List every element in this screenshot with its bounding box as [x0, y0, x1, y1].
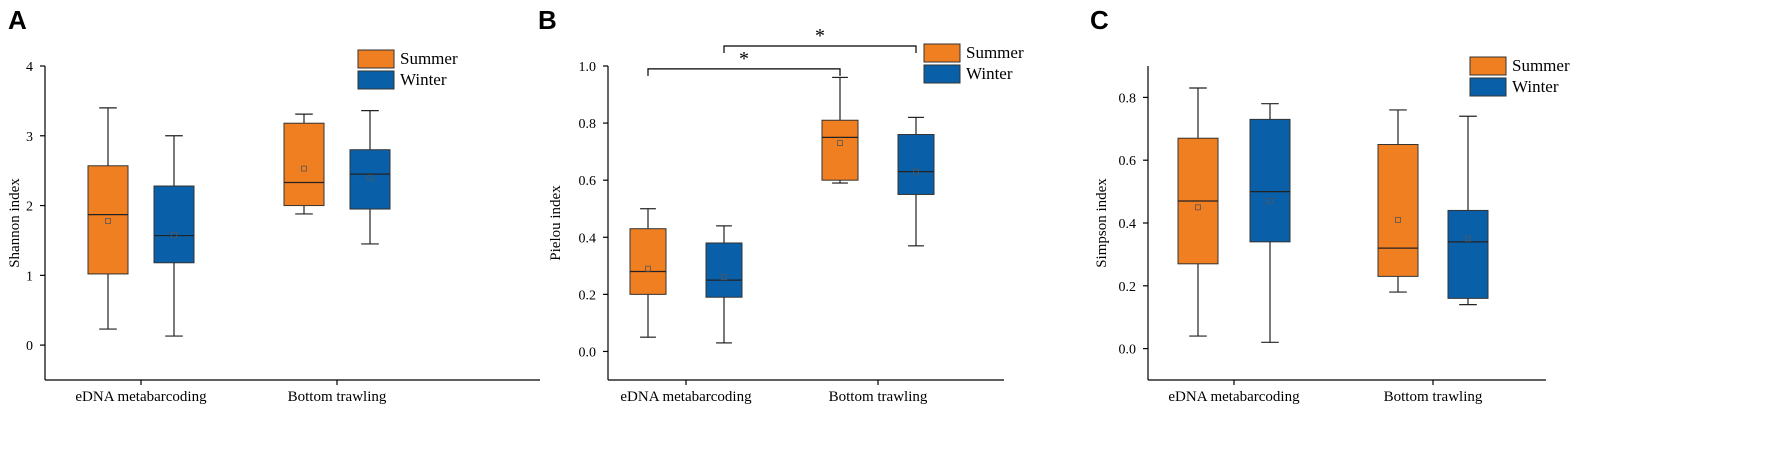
- mean-marker: [1465, 235, 1471, 242]
- box-summer-1: [283, 113, 325, 215]
- y-axis-title: Pielou index: [548, 185, 564, 261]
- box-iqr: [897, 134, 935, 195]
- x-category-label: Bottom trawling: [288, 389, 387, 405]
- mean-marker: [913, 168, 919, 175]
- mean-marker: [645, 265, 651, 272]
- x-category-label: eDNA metabarcoding: [1168, 389, 1300, 405]
- legend: Summer Winter: [357, 49, 458, 90]
- legend-label: Winter: [400, 70, 447, 89]
- y-tick-label: 0.4: [579, 231, 597, 246]
- significance-bracket: *: [723, 25, 917, 54]
- legend-swatch: [923, 43, 961, 63]
- box-iqr: [1249, 118, 1291, 243]
- y-tick-label: 0.6: [579, 174, 597, 189]
- mean-marker: [301, 165, 307, 172]
- significance-label: *: [815, 25, 825, 47]
- box-summer-1: [1377, 109, 1419, 293]
- y-tick-label: 0.0: [579, 345, 597, 360]
- y-tick-label: 0.2: [579, 288, 597, 303]
- mean-marker: [1395, 216, 1401, 223]
- legend: Summer Winter: [923, 43, 1024, 84]
- y-tick-label: 0.6: [1119, 154, 1137, 169]
- box-iqr: [283, 122, 325, 207]
- x-category-label: eDNA metabarcoding: [75, 389, 207, 405]
- panel-b: B 0.0 0.2 0.4 0.6 0.8 1.0 Pielou index eDNA meta…: [538, 5, 1024, 405]
- mean-marker: [837, 140, 843, 146]
- box-iqr: [349, 149, 391, 210]
- legend-label: Winter: [966, 64, 1013, 83]
- box-winter-1: [349, 110, 391, 245]
- legend-label: Summer: [400, 49, 458, 68]
- panel-c: C 0.0 0.2 0.4 0.6 0.8 Simpson index eDNA metaba…: [1090, 5, 1570, 405]
- x-category-label: Bottom trawling: [1384, 389, 1483, 405]
- box-summer-1: [821, 76, 859, 184]
- box-summer-0: [1177, 87, 1219, 337]
- x-category-label: Bottom trawling: [829, 389, 928, 405]
- y-tick-label: 0.0: [1119, 343, 1137, 358]
- panel-letter: A: [8, 5, 27, 35]
- y-tick-label: 4: [26, 60, 33, 75]
- y-tick-label: 0.8: [579, 117, 597, 132]
- y-axis-title: Shannon index: [7, 178, 23, 268]
- significance-bracket: *: [647, 48, 841, 76]
- box-winter-1: [1447, 115, 1489, 306]
- box-summer-0: [87, 107, 129, 330]
- legend-swatch: [1469, 56, 1507, 76]
- y-tick-label: 2: [26, 200, 33, 215]
- legend-label: Summer: [1512, 56, 1570, 75]
- box-iqr: [1377, 144, 1419, 277]
- legend: Summer Winter: [1469, 56, 1570, 97]
- legend-swatch: [923, 64, 961, 84]
- y-tick-label: 0: [26, 339, 33, 354]
- box-iqr: [1447, 209, 1489, 299]
- box-winter-1: [897, 116, 935, 247]
- panel-letter: B: [538, 5, 557, 35]
- box-iqr: [629, 228, 667, 295]
- bracket-line: [723, 45, 917, 54]
- box-winter-0: [705, 225, 743, 344]
- mean-marker: [171, 231, 177, 238]
- mean-marker: [1267, 198, 1273, 204]
- x-category-label: eDNA metabarcoding: [620, 389, 752, 405]
- legend-swatch: [1469, 77, 1507, 97]
- box-iqr: [87, 165, 129, 275]
- box-winter-0: [153, 135, 195, 337]
- box-winter-0: [1249, 103, 1291, 343]
- y-tick-label: 0.2: [1119, 280, 1137, 295]
- significance-label: *: [739, 48, 749, 70]
- legend-label: Summer: [966, 43, 1024, 62]
- mean-marker: [105, 218, 111, 224]
- box-iqr: [153, 185, 195, 264]
- box-iqr: [705, 242, 743, 298]
- y-tick-label: 1.0: [579, 60, 597, 75]
- legend-swatch: [357, 70, 395, 90]
- y-tick-label: 3: [26, 130, 33, 145]
- legend-label: Winter: [1512, 77, 1559, 96]
- bracket-line: [647, 68, 841, 76]
- y-tick-label: 0.8: [1119, 91, 1137, 106]
- mean-marker: [721, 274, 727, 281]
- box-iqr: [821, 119, 859, 181]
- mean-marker: [367, 174, 373, 181]
- y-tick-label: 0.4: [1119, 217, 1137, 232]
- box-summer-0: [629, 208, 667, 338]
- y-tick-label: 1: [26, 269, 33, 284]
- mean-marker: [1195, 204, 1201, 211]
- y-axis-title: Simpson index: [1094, 178, 1110, 268]
- panel-a: A 0 1 2 3 4 Shannon index eDNA metabarcoding Bot…: [7, 5, 540, 405]
- panel-letter: C: [1090, 5, 1109, 35]
- legend-swatch: [357, 49, 395, 69]
